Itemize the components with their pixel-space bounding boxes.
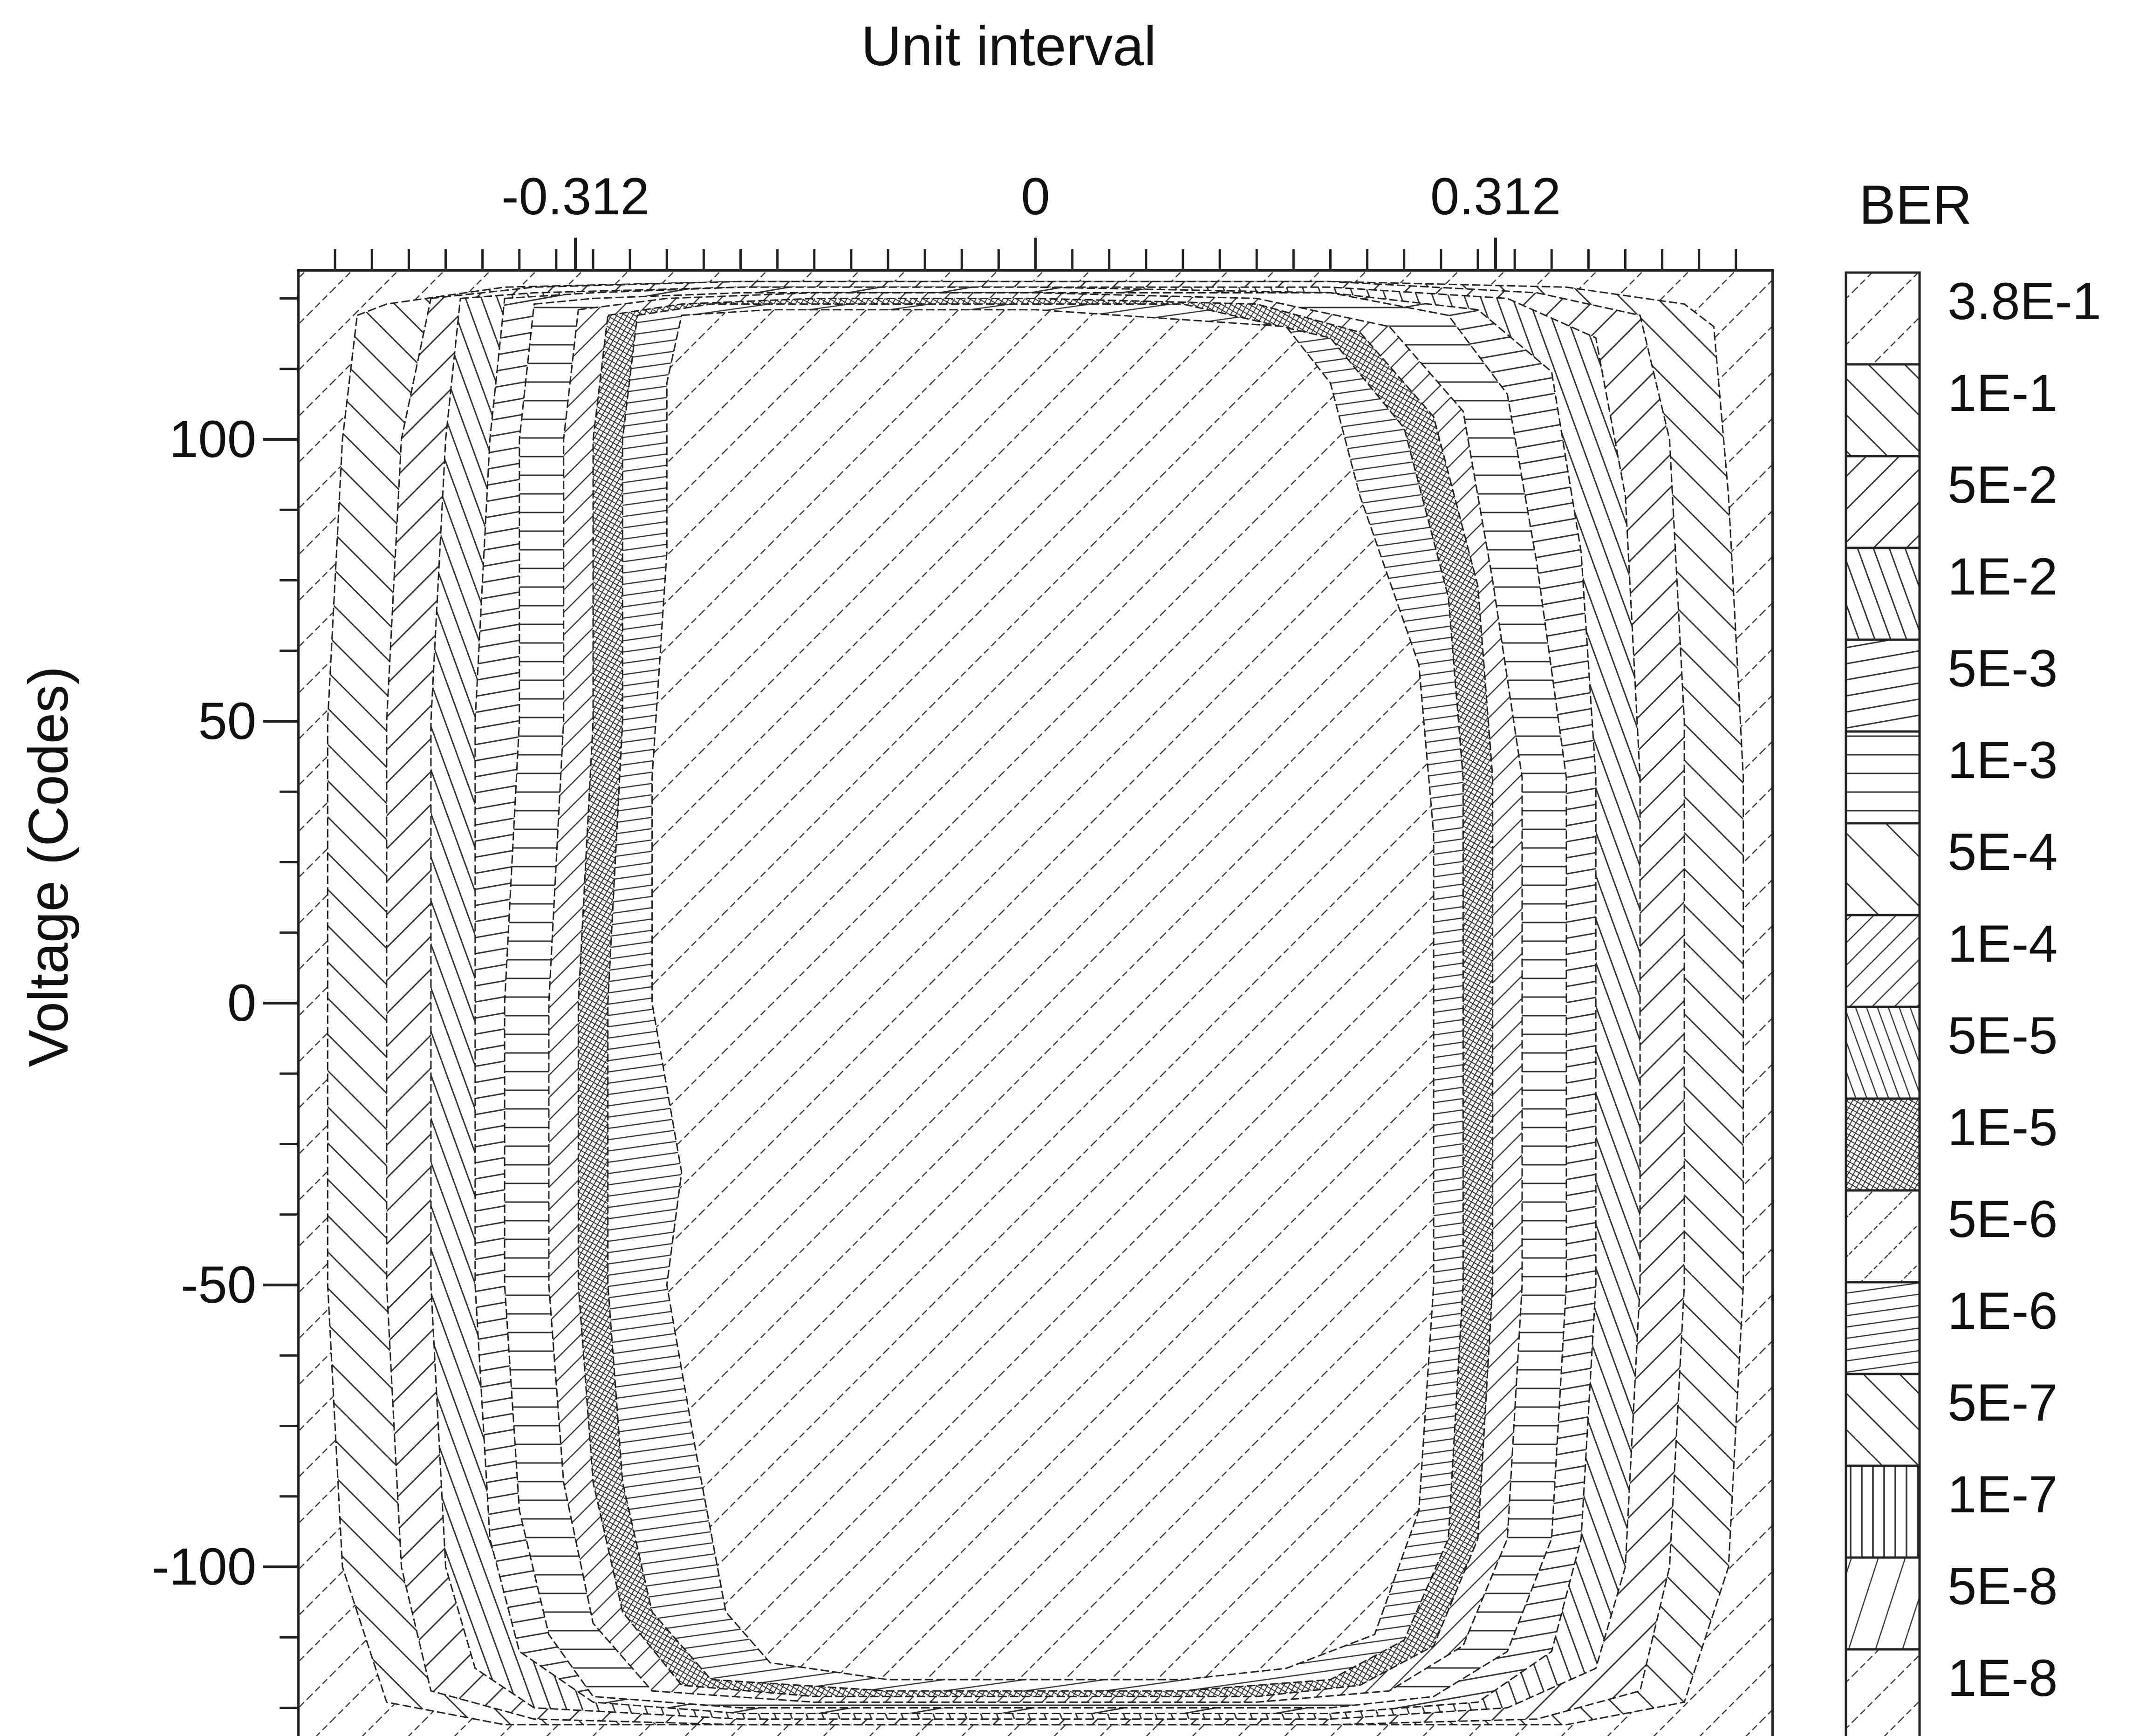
contour-layer — [298, 270, 1773, 1736]
legend-label: 1E-8 — [1948, 1649, 2058, 1707]
legend-label: 5E-6 — [1948, 1190, 2058, 1248]
legend-swatch — [1845, 455, 1921, 549]
legend-swatch — [1845, 547, 1921, 641]
legend-swatch — [1845, 638, 1921, 733]
legend-swatch — [1845, 1556, 1921, 1651]
legend-swatch — [1845, 1005, 1921, 1100]
legend-title: BER — [1859, 174, 1972, 236]
legend-label: 1E-5 — [1948, 1098, 2058, 1156]
legend-swatch — [1845, 914, 1921, 1008]
legend-swatch — [1845, 1648, 1921, 1736]
y-tick-label: 100 — [169, 410, 256, 468]
legend-swatch — [1845, 1097, 1921, 1192]
legend-swatch — [1845, 1281, 1921, 1375]
legend-swatch — [1845, 822, 1921, 916]
legend-label: 1E-1 — [1948, 364, 2058, 422]
legend-label: 1E-2 — [1948, 547, 2058, 606]
x-tick-label: -0.312 — [501, 167, 649, 226]
legend-label: 5E-3 — [1948, 639, 2058, 697]
legend-swatch — [1845, 1464, 1921, 1559]
legend-swatch — [1845, 363, 1921, 458]
y-axis-label: Voltage (Codes) — [17, 666, 80, 1067]
legend-label: 1E-7 — [1948, 1465, 2058, 1524]
legend-label: 5E-7 — [1948, 1374, 2058, 1432]
y-tick-label: -50 — [181, 1256, 256, 1314]
legend-label: 5E-4 — [1948, 823, 2058, 881]
y-tick-label: -100 — [152, 1538, 256, 1596]
y-tick-label: 0 — [227, 974, 256, 1032]
top-axis-label: Unit interval — [861, 15, 1156, 77]
legend-label: 5E-5 — [1948, 1006, 2058, 1065]
legend-swatch — [1845, 730, 1921, 825]
left-y-axis: 100 50 0 -50 -100 — [152, 297, 298, 1709]
x-tick-label: 0 — [1021, 167, 1050, 226]
legend-label: 1E-3 — [1948, 731, 2058, 789]
legend-label: 3.8E-1 — [1948, 272, 2101, 330]
y-tick-label: 50 — [198, 692, 256, 750]
contour-region-1e-8 — [651, 309, 1435, 1681]
legend-label: 1E-4 — [1948, 915, 2058, 973]
legend-swatch — [1845, 271, 1921, 366]
legend-label: 5E-2 — [1948, 456, 2058, 514]
legend-label: 5E-8 — [1948, 1557, 2058, 1615]
x-tick-label: 0.312 — [1430, 167, 1561, 226]
plot-area — [297, 269, 1774, 1736]
legend-swatch — [1845, 1373, 1921, 1467]
top-x-axis: -0.312 0 0.312 — [334, 167, 1737, 270]
legend-swatch — [1845, 1189, 1921, 1284]
legend-label: 1E-6 — [1948, 1282, 2058, 1340]
ber-legend: 3.8E-1 1E-1 5E-2 1E-2 5E-3 1E-3 5E-4 1E-4 5E-5 1E… — [1845, 271, 2101, 1736]
